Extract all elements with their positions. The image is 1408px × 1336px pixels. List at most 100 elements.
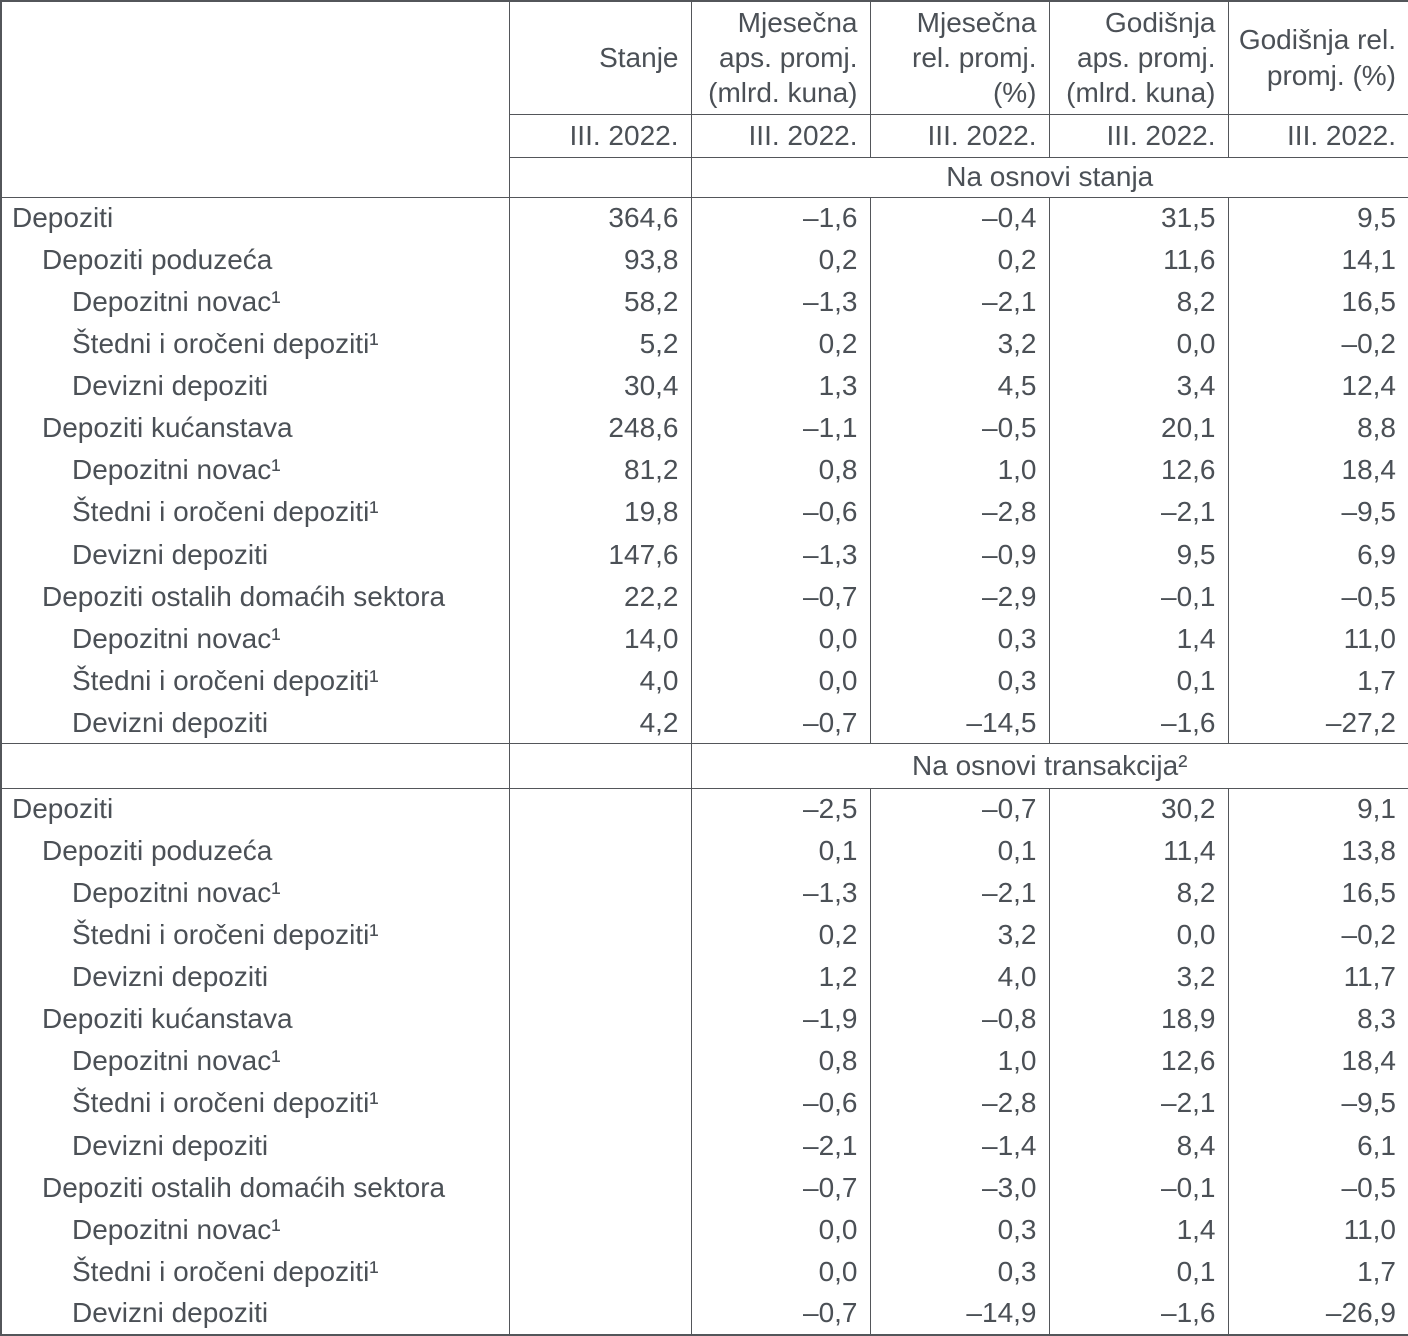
row-label: Depoziti kućanstava — [0, 407, 510, 450]
value-cell — [508, 1124, 692, 1167]
value-cell: –0,6 — [690, 491, 871, 534]
section-band-row: Na osnovi stanja — [1, 156, 1408, 198]
value-cell: 1,2 — [690, 956, 871, 999]
value-cell: –3,0 — [869, 1166, 1050, 1209]
value-cell: 0,2 — [690, 239, 871, 282]
row-label: Štedni i oročeni depoziti¹ — [0, 1250, 510, 1293]
table-row: Depozitni novac¹ 0,0 0,3 1,4 11,0 — [0, 1208, 1408, 1251]
value-cell: 0,8 — [690, 1040, 871, 1083]
value-cell: 22,2 — [508, 575, 692, 618]
table-row: Devizni depoziti –2,1 –1,4 8,4 6,1 — [0, 1124, 1408, 1167]
section-stanja-body: Depoziti 364,6 –1,6 –0,4 31,5 9,5 Depoziti pod… — [0, 197, 1408, 744]
value-cell: 3,2 — [869, 323, 1050, 366]
section-band-row: Na osnovi transakcija² — [0, 743, 1408, 789]
value-cell: 0,3 — [869, 1250, 1050, 1293]
empty-cell — [0, 743, 510, 789]
period-cell: III. 2022. — [1048, 114, 1229, 158]
value-cell: –2,1 — [690, 1124, 871, 1167]
header-row-1: Stanje Mjesečna aps. promj. (mlrd. kuna)… — [0, 1, 1408, 198]
value-cell: 16,5 — [1227, 872, 1408, 915]
value-cell: 0,0 — [1048, 914, 1229, 957]
value-cell: –0,7 — [690, 1292, 871, 1335]
column-header-annual-rel: Godišnja rel. promj. (%) — [1227, 1, 1408, 115]
value-cell — [508, 1208, 692, 1251]
value-cell: –2,8 — [869, 1082, 1050, 1125]
section-transakcija-body: Depoziti –2,5 –0,7 30,2 9,1 Depoziti poduzeća… — [0, 788, 1408, 1335]
row-label: Depozitni novac¹ — [0, 449, 510, 492]
value-cell: –1,1 — [690, 407, 871, 450]
value-cell: 0,3 — [869, 617, 1050, 660]
value-cell: 9,5 — [1048, 533, 1229, 576]
table-row: Depozitni novac¹ 0,8 1,0 12,6 18,4 — [0, 1040, 1408, 1083]
value-cell: 1,3 — [690, 365, 871, 408]
value-cell: –1,3 — [690, 533, 871, 576]
value-cell: 1,7 — [1227, 1250, 1408, 1293]
value-cell: 3,2 — [869, 914, 1050, 957]
value-cell: 8,4 — [1048, 1124, 1229, 1167]
row-label: Devizni depoziti — [0, 365, 510, 408]
table-row: Depoziti –2,5 –0,7 30,2 9,1 — [0, 788, 1408, 831]
row-label: Štedni i oročeni depoziti¹ — [0, 1082, 510, 1125]
value-cell: 6,9 — [1227, 533, 1408, 576]
value-cell: 0,2 — [869, 239, 1050, 282]
value-cell: 11,4 — [1048, 830, 1229, 873]
table-row: Devizni depoziti 30,4 1,3 4,5 3,4 12,4 — [0, 365, 1408, 408]
value-cell: –0,7 — [690, 575, 871, 618]
table-row: Devizni depoziti 4,2 –0,7 –14,5 –1,6 –27,2 — [0, 701, 1408, 744]
value-cell: 0,1 — [869, 830, 1050, 873]
period-cell: III. 2022. — [508, 114, 692, 158]
value-cell — [508, 1292, 692, 1335]
column-header-monthly-rel: Mjesečna rel. promj. (%) — [869, 1, 1050, 115]
value-cell: 19,8 — [508, 491, 692, 534]
row-label: Štedni i oročeni depoziti¹ — [0, 659, 510, 702]
value-cell — [508, 1082, 692, 1125]
value-cell: 0,0 — [690, 659, 871, 702]
table-row: Devizni depoziti –0,7 –14,9 –1,6 –26,9 — [0, 1292, 1408, 1335]
value-cell: –1,3 — [690, 872, 871, 915]
row-label: Depozitni novac¹ — [0, 617, 510, 660]
value-cell — [508, 914, 692, 957]
section-band-label: Na osnovi transakcija² — [690, 743, 1408, 789]
row-label: Depozitni novac¹ — [0, 1208, 510, 1251]
value-cell: –0,2 — [1227, 323, 1408, 366]
value-cell: 8,8 — [1227, 407, 1408, 450]
period-cell: III. 2022. — [690, 114, 871, 158]
value-cell: 81,2 — [508, 449, 692, 492]
empty-cell — [508, 156, 692, 198]
value-cell: 0,1 — [690, 830, 871, 873]
value-cell: –0,1 — [1048, 1166, 1229, 1209]
value-cell: 20,1 — [1048, 407, 1229, 450]
table-row: Depozitni novac¹ 81,2 0,8 1,0 12,6 18,4 — [0, 449, 1408, 492]
header-row-period: III. 2022. III. 2022. III. 2022. III. 20… — [1, 114, 1408, 158]
value-cell: 30,4 — [508, 365, 692, 408]
value-cell: 4,0 — [508, 659, 692, 702]
row-label: Depozitni novac¹ — [0, 281, 510, 324]
period-cell: III. 2022. — [869, 114, 1050, 158]
value-cell: –0,4 — [869, 197, 1050, 240]
period-cell: III. 2022. — [1227, 114, 1408, 158]
value-cell: 6,1 — [1227, 1124, 1408, 1167]
value-cell: 14,0 — [508, 617, 692, 660]
value-cell: 16,5 — [1227, 281, 1408, 324]
row-label: Devizni depoziti — [0, 1124, 510, 1167]
value-cell — [508, 872, 692, 915]
value-cell: –0,7 — [869, 788, 1050, 831]
row-label: Depoziti ostalih domaćih sektora — [0, 575, 510, 618]
value-cell — [508, 1250, 692, 1293]
value-cell: 0,0 — [1048, 323, 1229, 366]
value-cell — [508, 830, 692, 873]
value-cell: 0,0 — [690, 1250, 871, 1293]
value-cell: –0,1 — [1048, 575, 1229, 618]
value-cell: 58,2 — [508, 281, 692, 324]
value-cell: –2,1 — [1048, 491, 1229, 534]
table-row: Depoziti poduzeća 0,1 0,1 11,4 13,8 — [0, 830, 1408, 873]
value-cell: –0,5 — [869, 407, 1050, 450]
value-cell: 31,5 — [1048, 197, 1229, 240]
row-label: Depoziti kućanstava — [0, 998, 510, 1041]
value-cell: 11,0 — [1227, 617, 1408, 660]
column-header-annual-abs: Godišnja aps. promj. (mlrd. kuna) — [1048, 1, 1229, 115]
value-cell: 13,8 — [1227, 830, 1408, 873]
value-cell: 93,8 — [508, 239, 692, 282]
